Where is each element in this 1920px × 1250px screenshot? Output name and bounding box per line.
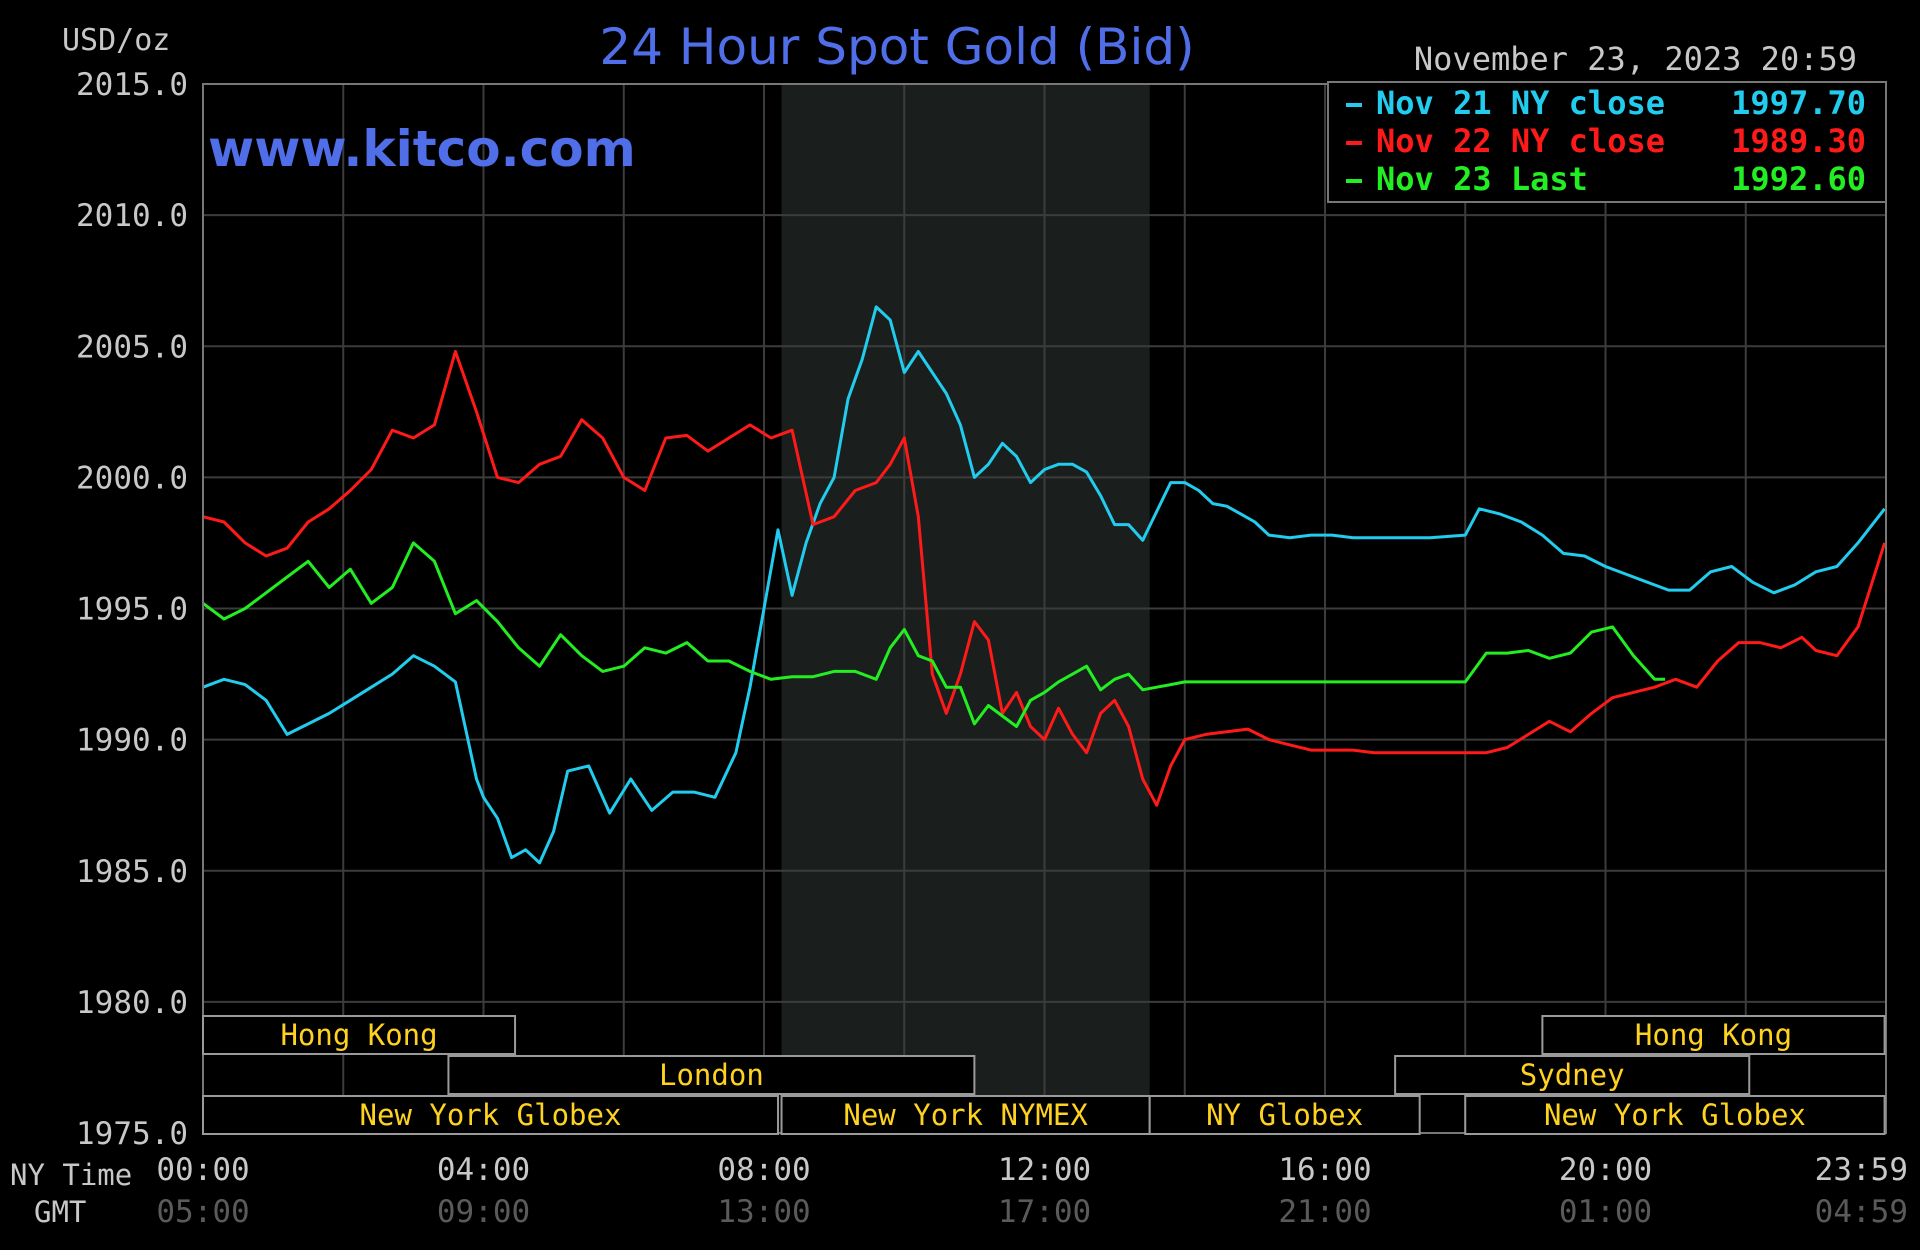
session-bar — [202, 1015, 517, 1055]
y-tick-label: 1995.0 — [76, 592, 188, 628]
legend: Nov 21 NY close 1997.70 Nov 22 NY close 198… — [1327, 81, 1887, 203]
session-label: Sydney — [1520, 1058, 1625, 1092]
x-tick-label-ny: 12:00 — [998, 1152, 1091, 1188]
session-bar — [1394, 1055, 1751, 1095]
session-bar — [447, 1055, 976, 1095]
x-tick-label-ny: 23:59 — [1815, 1152, 1908, 1188]
x-tick-label-ny: 04:00 — [437, 1152, 530, 1188]
series-line-3 — [202, 541, 1666, 728]
legend-label: Nov 22 NY close — [1376, 122, 1665, 160]
legend-label: Nov 23 Last — [1376, 160, 1588, 198]
legend-value: 1992.60 — [1731, 160, 1866, 198]
x-tick-label-ny: 08:00 — [717, 1152, 810, 1188]
session-label: London — [659, 1058, 764, 1092]
x-tick-label-gmt: 09:00 — [437, 1194, 530, 1230]
y-tick-label: 2010.0 — [76, 198, 188, 234]
session-label: New York Globex — [360, 1098, 622, 1132]
y-tick-label: 1980.0 — [76, 985, 188, 1021]
legend-box — [1327, 81, 1887, 203]
watermark: www.kitco.com — [208, 120, 636, 178]
y-axis-ticks: 2015.0 2010.0 2005.0 2000.0 1995.0 1990.0 1985… — [76, 67, 188, 1152]
legend-value: 1989.30 — [1731, 122, 1866, 160]
market-sessions: Hong Kong Hong Kong London Sydney New York G… — [202, 1015, 1886, 1135]
session-bar — [1541, 1015, 1886, 1055]
x-axis-label-gmt: GMT — [34, 1195, 86, 1229]
x-tick-label-gmt: 17:00 — [998, 1194, 1091, 1230]
chart-title: 24 Hour Spot Gold (Bid) — [599, 18, 1194, 76]
series-layer — [202, 305, 1887, 865]
timestamp: November 23, 2023 20:59 — [1414, 40, 1857, 78]
session-bar — [780, 1095, 1151, 1135]
grid-lines — [203, 84, 1886, 1133]
y-tick-label: 1990.0 — [76, 723, 188, 759]
x-tick-label-ny: 16:00 — [1278, 1152, 1371, 1188]
x-tick-label-gmt: 13:00 — [717, 1194, 810, 1230]
session-bar — [202, 1095, 780, 1135]
x-tick-label-gmt: 05:00 — [156, 1194, 249, 1230]
session-bar — [1464, 1095, 1886, 1135]
session-bar — [1148, 1095, 1421, 1135]
x-tick-label-gmt: 04:59 — [1815, 1194, 1908, 1230]
x-axis-ticks: 00:00 05:00 04:00 09:00 08:00 13:00 12:00 17:00… — [156, 1152, 1908, 1230]
y-tick-label: 2000.0 — [76, 460, 188, 496]
session-label: Hong Kong — [280, 1018, 437, 1052]
session-label: New York NYMEX — [843, 1098, 1088, 1132]
session-label: Hong Kong — [1635, 1018, 1792, 1052]
series-line-1 — [202, 305, 1886, 865]
x-tick-label-gmt: 21:00 — [1278, 1194, 1371, 1230]
y-tick-label: 2005.0 — [76, 329, 188, 365]
y-tick-label: 1985.0 — [76, 854, 188, 890]
y-tick-label: 1975.0 — [76, 1116, 188, 1152]
x-tick-label-ny: 00:00 — [156, 1152, 249, 1188]
x-tick-label-gmt: 01:00 — [1559, 1194, 1652, 1230]
series-line-2 — [202, 350, 1887, 807]
x-tick-label-ny: 20:00 — [1559, 1152, 1652, 1188]
session-label: New York Globex — [1544, 1098, 1806, 1132]
session-label: NY Globex — [1206, 1098, 1363, 1132]
y-tick-label: 2015.0 — [76, 67, 188, 103]
legend-value: 1997.70 — [1731, 84, 1866, 122]
x-axis-label-ny: NY Time — [10, 1158, 132, 1192]
unit-label: USD/oz — [62, 23, 170, 58]
legend-label: Nov 21 NY close — [1376, 84, 1665, 122]
